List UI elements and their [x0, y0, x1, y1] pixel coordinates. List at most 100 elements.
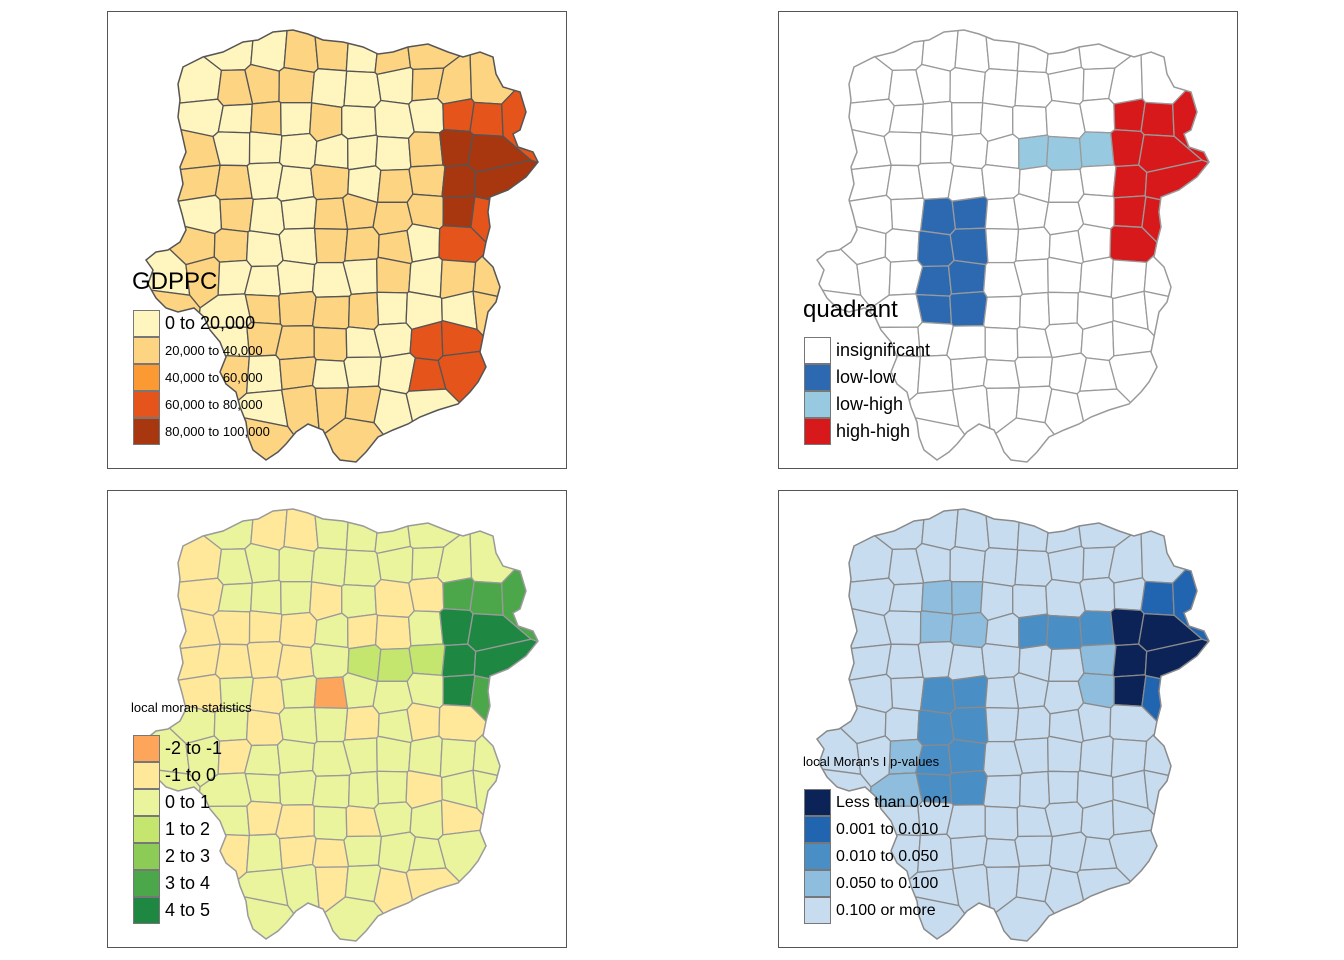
- county-region: [469, 101, 504, 137]
- county-region: [442, 674, 476, 707]
- county-region: [981, 642, 1021, 680]
- county-region: [947, 259, 987, 295]
- legend-label: 60,000 to 80,000: [165, 397, 263, 412]
- county-region: [949, 835, 988, 870]
- county-region: [982, 837, 1021, 868]
- county-region: [817, 577, 895, 617]
- county-region: [280, 196, 318, 230]
- legend-swatch: [133, 789, 160, 816]
- county-region: [470, 195, 538, 249]
- county-region: [408, 576, 445, 613]
- county-region: [245, 230, 284, 268]
- legend-swatch: [804, 364, 831, 391]
- county-region: [1077, 702, 1112, 742]
- county-region: [946, 325, 986, 361]
- county-region: [1113, 98, 1146, 133]
- county-region: [1113, 674, 1147, 707]
- county-region: [1047, 168, 1085, 203]
- county-region: [954, 509, 990, 553]
- county-region: [245, 709, 284, 747]
- legend-label: 0.010 to 0.050: [836, 848, 939, 865]
- county-region: [1113, 195, 1147, 228]
- county-region: [311, 774, 351, 809]
- county-region: [1076, 388, 1200, 462]
- county-region: [437, 348, 538, 462]
- local-moran-legend-title: local moran statistics: [131, 700, 252, 715]
- county-region: [280, 675, 318, 709]
- county-region: [250, 100, 282, 136]
- county-region: [280, 101, 313, 137]
- county-region: [373, 322, 413, 359]
- province-border: [815, 508, 1210, 942]
- legend-swatch: [133, 816, 160, 843]
- legend-label: 40,000 to 60,000: [165, 370, 263, 385]
- county-region: [276, 165, 315, 202]
- county-region: [1045, 30, 1083, 76]
- county-region: [916, 230, 955, 268]
- legend-swatch: [804, 897, 831, 924]
- county-region: [949, 66, 987, 104]
- county-region: [817, 194, 894, 235]
- county-region: [278, 66, 316, 104]
- county-region: [405, 388, 529, 462]
- county-region: [311, 358, 350, 389]
- county-region: [276, 738, 316, 774]
- quadrant-legend-title: quadrant: [803, 296, 898, 323]
- county-region: [376, 735, 412, 773]
- county-region: [1078, 131, 1115, 168]
- county-region: [278, 769, 317, 806]
- county-region: [1047, 545, 1085, 584]
- legend-label: 4 to 5: [165, 900, 211, 920]
- legend-label: 1 to 2: [165, 819, 211, 839]
- county-region: [248, 131, 283, 165]
- county-region: [817, 673, 894, 714]
- county-region: [1112, 643, 1148, 678]
- legend-swatch: [133, 897, 160, 924]
- legend-swatch: [133, 364, 160, 391]
- legend-label: insignificant: [836, 340, 931, 360]
- county-region: [1047, 256, 1083, 294]
- county-region: [250, 30, 290, 72]
- county-region: [1047, 735, 1083, 773]
- legend-swatch: [133, 391, 160, 418]
- county-region: [1079, 97, 1116, 134]
- county-region: [469, 30, 538, 105]
- county-region: [406, 702, 441, 742]
- county-region: [472, 769, 538, 864]
- county-region: [1079, 643, 1117, 677]
- county-region: [952, 863, 992, 936]
- county-region: [248, 610, 283, 644]
- county-region: [217, 103, 253, 134]
- county-region: [376, 256, 412, 294]
- county-region: [408, 643, 446, 677]
- county-region: [1047, 291, 1079, 326]
- county-region: [214, 643, 253, 680]
- county-region: [408, 256, 443, 298]
- county-region: [984, 326, 1019, 362]
- legend-swatch: [804, 870, 831, 897]
- county-region: [919, 610, 954, 644]
- county-region: [984, 197, 1020, 230]
- county-region: [1079, 735, 1114, 777]
- county-region: [278, 356, 317, 391]
- pvalues-choropleth: [815, 508, 1210, 942]
- county-region: [1015, 226, 1051, 262]
- province-border: [144, 29, 539, 463]
- county-region: [921, 509, 961, 551]
- county-region: [914, 265, 953, 297]
- county-region: [278, 227, 318, 266]
- county-region: [884, 707, 920, 742]
- county-region: [1108, 827, 1209, 941]
- county-region: [921, 579, 953, 615]
- county-region: [1044, 801, 1084, 838]
- legend-swatch: [804, 391, 831, 418]
- county-region: [278, 706, 318, 745]
- county-region: [885, 164, 924, 201]
- county-region: [1079, 164, 1117, 198]
- county-region: [313, 676, 349, 709]
- county-region: [248, 676, 286, 715]
- local-moran-choropleth: [144, 508, 539, 942]
- county-region: [947, 644, 986, 681]
- county-region: [982, 358, 1021, 389]
- legend-label: 0.001 to 0.010: [836, 821, 939, 838]
